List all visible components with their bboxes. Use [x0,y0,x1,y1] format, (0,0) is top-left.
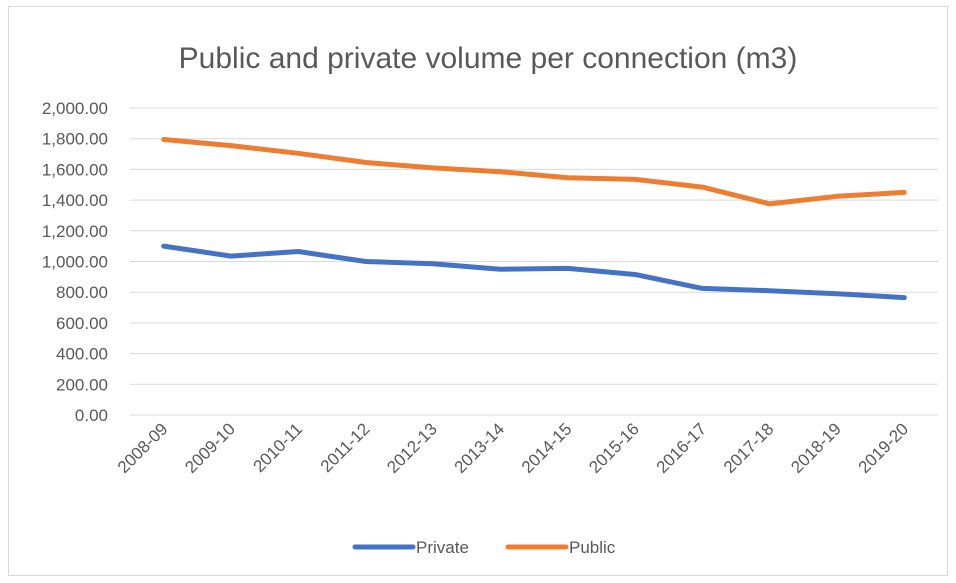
x-tick-label: 2018-19 [787,419,845,477]
series-lines [161,137,907,301]
legend-label-public: Public [569,538,616,557]
series-line-public [161,137,907,207]
x-axis-tick-labels: 2008-09 2009-10 2010-11 2011-12 2012-13 2013-… [114,419,912,477]
legend-label-private: Private [416,538,469,557]
y-tick-label: 600.00 [56,314,108,333]
x-tick-label: 2010-11 [249,419,306,476]
x-tick-label: 2009-10 [181,419,239,477]
x-tick-label: 2019-20 [855,419,913,477]
y-tick-label: 1,600.00 [42,160,108,179]
chart-title: Public and private volume per connection… [179,42,798,75]
y-tick-label: 400.00 [56,345,108,364]
y-tick-label: 0.00 [75,406,108,425]
x-tick-label: 2014-15 [518,419,576,477]
gridlines [130,107,938,416]
x-tick-label: 2016-17 [653,419,711,477]
y-tick-label: 1,400.00 [42,191,108,210]
series-line-private [161,243,907,301]
y-tick-label: 1,200.00 [42,222,108,241]
y-tick-label: 1,000.00 [42,253,108,272]
y-axis-tick-labels: 0.00 200.00 400.00 600.00 800.00 1,000.00 1,20… [42,99,108,425]
x-tick-label: 2008-09 [114,419,172,477]
x-tick-label: 2013-14 [451,419,509,477]
x-tick-label: 2011-12 [317,419,374,476]
y-tick-label: 1,800.00 [42,130,108,149]
y-tick-label: 2,000.00 [42,99,108,118]
x-tick-label: 2015-16 [585,419,643,477]
x-tick-label: 2017-18 [720,419,778,477]
y-tick-label: 800.00 [56,283,108,302]
x-tick-label: 2012-13 [383,419,441,477]
legend: Private Public [352,538,616,557]
y-tick-label: 200.00 [56,375,108,394]
